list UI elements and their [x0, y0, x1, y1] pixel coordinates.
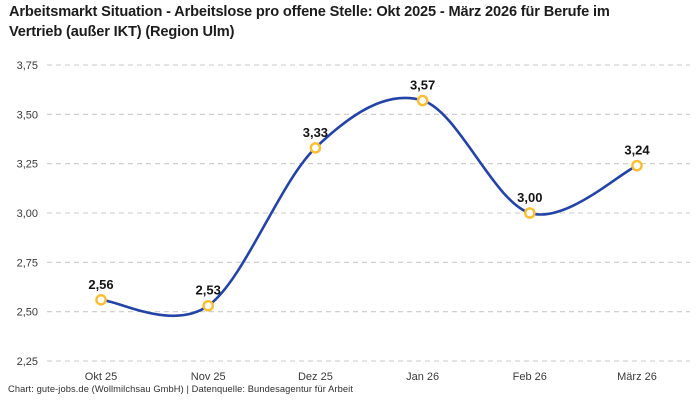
data-point-label: 2,56: [88, 277, 113, 292]
y-axis-tick-label: 2,75: [17, 257, 38, 269]
data-point-label: 3,24: [624, 143, 650, 158]
y-axis-tick-label: 2,50: [17, 307, 38, 319]
chart-title: Arbeitsmarkt Situation - Arbeitslose pro…: [9, 4, 610, 40]
data-point-marker: [309, 142, 322, 154]
data-point-label: 3,33: [303, 125, 328, 140]
data-point-marker: [416, 94, 429, 107]
x-axis-tick-label: Jan 26: [406, 371, 439, 383]
series-line: [99, 96, 639, 317]
y-axis-tick-label: 3,75: [17, 60, 38, 72]
data-point-marker: [95, 294, 107, 306]
data-point-label: 2,53: [196, 283, 221, 298]
x-axis-tick-label: Okt 25: [85, 371, 117, 383]
y-axis-tick-label: 2,25: [17, 356, 38, 368]
data-point-marker: [631, 159, 643, 172]
data-point-marker: [202, 299, 214, 312]
x-axis-tick-label: März 26: [617, 371, 657, 383]
data-point-label: 3,57: [410, 78, 435, 93]
chart-credit: Chart: gute-jobs.de (Wollmilchsau GmbH) …: [8, 384, 353, 394]
y-axis-tick-label: 3,50: [17, 109, 38, 121]
x-axis-tick-label: Feb 26: [513, 371, 547, 383]
x-axis-tick-label: Nov 25: [191, 371, 226, 383]
data-point-label: 3,00: [517, 190, 542, 205]
data-point-marker: [524, 207, 536, 219]
x-axis-tick-label: Dez 25: [298, 371, 333, 383]
y-axis-tick-label: 3,00: [17, 208, 38, 220]
y-axis-tick-label: 3,25: [17, 159, 38, 171]
